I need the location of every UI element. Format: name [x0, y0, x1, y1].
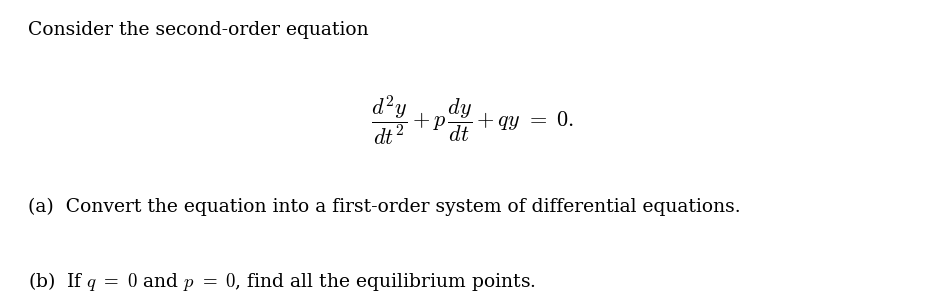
Text: (a)  Convert the equation into a first-order system of differential equations.: (a) Convert the equation into a first-or…: [28, 198, 741, 216]
Text: $\dfrac{d^2y}{dt^2} + p\,\dfrac{dy}{dt} + qy \ = \ 0.$: $\dfrac{d^2y}{dt^2} + p\,\dfrac{dy}{dt} …: [372, 93, 574, 147]
Text: Consider the second-order equation: Consider the second-order equation: [28, 21, 369, 39]
Text: (b)  If $q \ = \ 0$ and $p \ = \ 0$, find all the equilibrium points.: (b) If $q \ = \ 0$ and $p \ = \ 0$, find…: [28, 270, 536, 293]
